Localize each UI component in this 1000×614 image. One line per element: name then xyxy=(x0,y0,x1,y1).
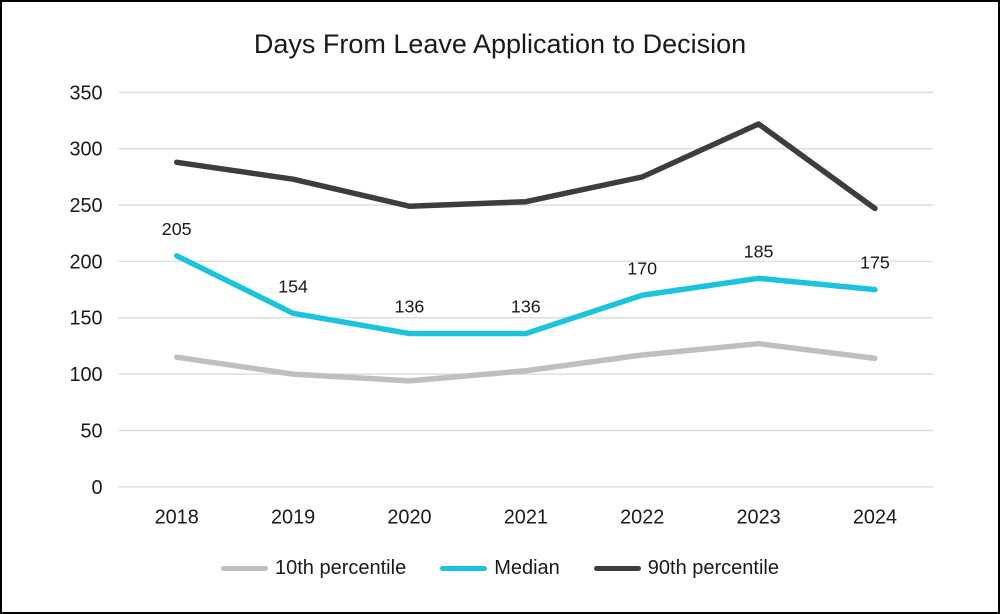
x-tick-label: 2023 xyxy=(736,507,780,529)
chart-title: Days From Leave Application to Decision xyxy=(253,29,747,59)
data-label-median: 205 xyxy=(162,219,192,239)
legend-item-10th-percentile: 10th percentile xyxy=(220,557,407,580)
series-line-90th-percentile xyxy=(173,121,878,212)
data-label-median: 175 xyxy=(860,253,890,273)
x-tick-label: 2019 xyxy=(271,507,315,529)
series-line-10th-percentile xyxy=(173,340,878,384)
y-tick-label: 0 xyxy=(92,477,103,499)
legend-swatch-icon xyxy=(220,566,268,571)
data-label-median: 185 xyxy=(744,241,774,261)
y-tick-label: 300 xyxy=(69,139,102,161)
data-label-median: 136 xyxy=(395,297,425,317)
y-tick-label: 150 xyxy=(69,308,102,330)
data-label-median: 170 xyxy=(627,258,657,278)
y-tick-label: 50 xyxy=(81,420,103,442)
y-tick-label: 200 xyxy=(69,251,102,273)
chart-legend: 10th percentile Median 90th percentile xyxy=(2,557,998,580)
legend-swatch-icon xyxy=(593,566,641,571)
data-label-median: 154 xyxy=(278,276,308,296)
x-tick-label: 2022 xyxy=(620,507,664,529)
x-tick-label: 2021 xyxy=(504,507,548,529)
x-tick-label: 2020 xyxy=(387,507,431,529)
legend-swatch-icon xyxy=(440,566,488,571)
y-tick-label: 350 xyxy=(69,82,102,104)
y-tick-label: 100 xyxy=(69,364,102,386)
y-tick-label: 250 xyxy=(69,195,102,217)
x-tick-label: 2024 xyxy=(853,507,897,529)
legend-item-median: Median xyxy=(440,557,560,580)
legend-label: 10th percentile xyxy=(274,557,407,579)
legend-label: 90th percentile xyxy=(647,557,779,579)
legend-item-90th-percentile: 90th percentile xyxy=(593,557,779,580)
x-tick-label: 2018 xyxy=(155,507,199,529)
data-label-median: 136 xyxy=(511,297,541,317)
legend-label: Median xyxy=(494,557,560,579)
series-line-median xyxy=(173,253,878,337)
